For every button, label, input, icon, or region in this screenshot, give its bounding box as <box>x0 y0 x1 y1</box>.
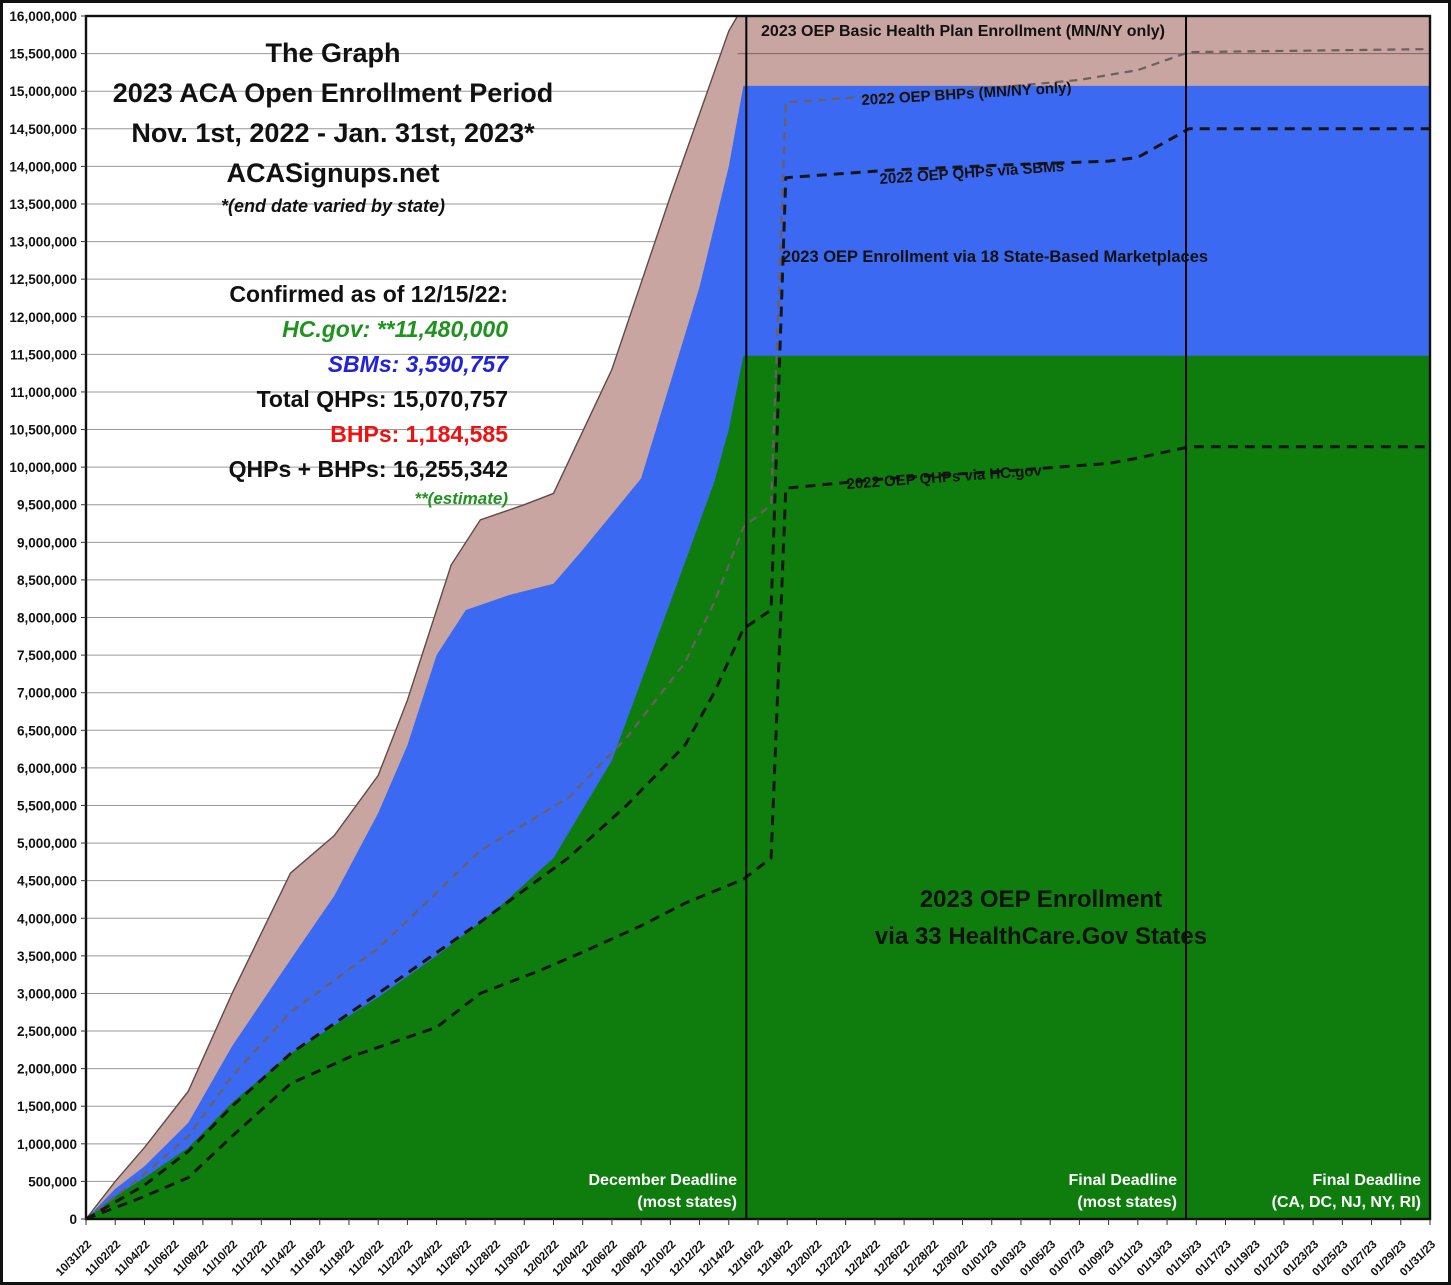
y-tick-label: 4,000,000 <box>17 911 77 926</box>
y-tick-label: 1,500,000 <box>17 1099 77 1114</box>
y-tick-label: 5,500,000 <box>17 798 77 813</box>
y-tick-label: 15,000,000 <box>9 84 77 99</box>
y-tick-label: 13,500,000 <box>9 197 77 212</box>
y-tick-label: 10,500,000 <box>9 423 77 438</box>
dashed-line-1 <box>85 127 1430 1221</box>
y-tick-label: 7,500,000 <box>17 648 77 663</box>
y-tick-label: 12,500,000 <box>9 272 77 287</box>
y-tick-label: 13,000,000 <box>9 235 77 250</box>
dashed-line-2 <box>85 445 1430 1221</box>
y-tick-label: 4,500,000 <box>17 874 77 889</box>
y-tick-label: 6,000,000 <box>17 761 77 776</box>
area-2 <box>86 355 1430 1219</box>
y-tick-label: 14,500,000 <box>9 122 77 137</box>
y-tick-label: 8,500,000 <box>17 573 77 588</box>
y-tick-label: 2,500,000 <box>17 1024 77 1039</box>
y-tick-label: 8,000,000 <box>17 611 77 626</box>
y-tick-label: 14,000,000 <box>9 159 77 174</box>
y-tick-label: 7,000,000 <box>17 686 77 701</box>
y-tick-label: 12,000,000 <box>9 310 77 325</box>
y-tick-label: 5,000,000 <box>17 836 77 851</box>
y-tick-label: 11,000,000 <box>10 385 77 400</box>
y-tick-label: 10,000,000 <box>9 460 77 475</box>
y-tick-label: 16,000,000 <box>9 9 77 24</box>
enrollment-area-chart: 0 500,000 1,000,000 1,500,000 2,000,000 2,500… <box>9 9 1438 1279</box>
y-tick-label: 1,000,000 <box>17 1137 77 1152</box>
dashed-line-0 <box>85 48 1431 1220</box>
y-tick-label: 2,000,000 <box>17 1062 77 1077</box>
area-edge-0 <box>85 15 1430 1220</box>
y-tick-label: 3,500,000 <box>17 949 77 964</box>
y-tick-label: 0 <box>69 1212 77 1227</box>
y-tick-label: 15,500,000 <box>9 47 77 62</box>
y-tick-label: 9,500,000 <box>17 498 77 513</box>
y-tick-label: 500,000 <box>28 1174 77 1189</box>
y-tick-label: 3,000,000 <box>17 986 77 1001</box>
y-tick-label: 9,000,000 <box>17 535 77 550</box>
y-tick-label: 11,500,000 <box>10 347 77 362</box>
y-tick-label: 6,500,000 <box>17 723 77 738</box>
